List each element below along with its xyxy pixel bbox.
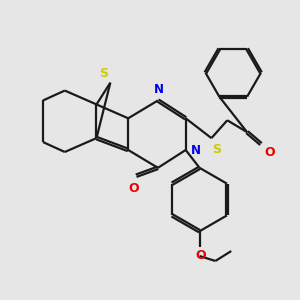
Text: N: N [190,143,201,157]
Text: S: S [212,143,221,156]
Text: N: N [154,82,164,95]
Text: O: O [195,249,206,262]
Text: O: O [264,146,274,159]
Text: S: S [99,67,108,80]
Text: O: O [129,182,140,195]
